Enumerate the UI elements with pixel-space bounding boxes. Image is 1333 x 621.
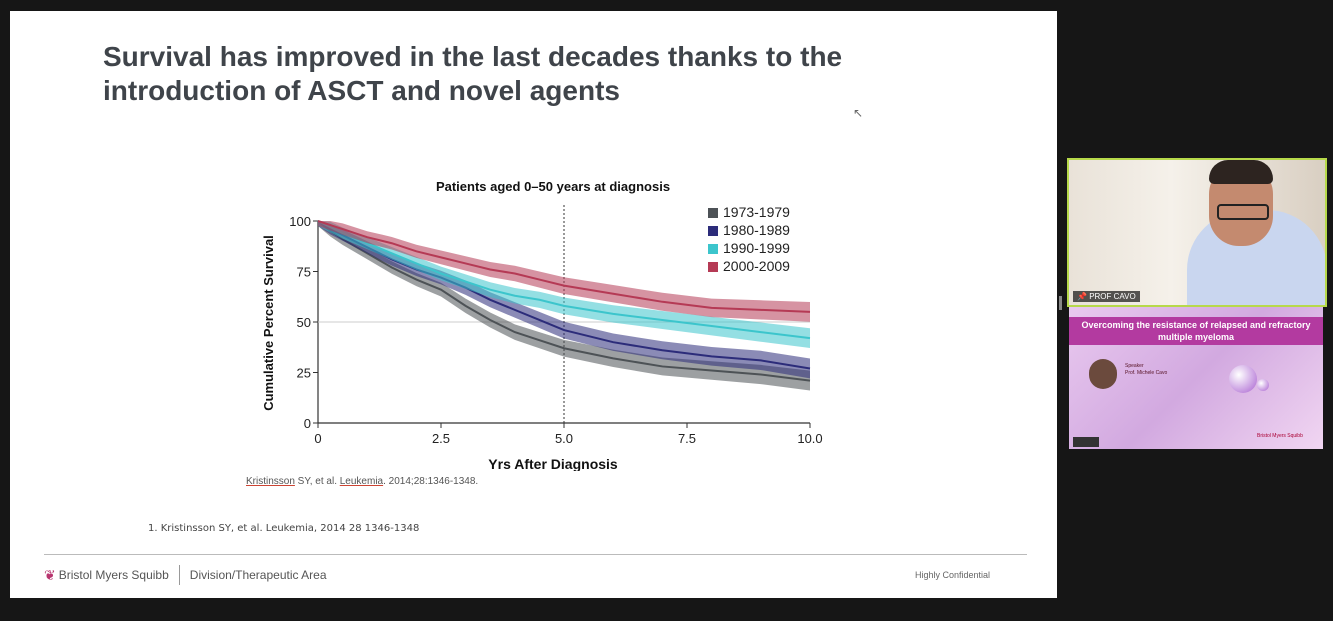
y-tick-label: 100 — [289, 214, 311, 229]
citation-journal: Leukemia — [339, 476, 384, 487]
y-tick-label: 50 — [297, 315, 311, 330]
y-tick-label: 25 — [297, 366, 311, 381]
speaker-avatar — [1089, 359, 1117, 389]
chart-title: Patients aged 0–50 years at diagnosis — [436, 179, 670, 194]
speaker-name-label: 📌 PROF CAVO — [1073, 291, 1140, 302]
speaker-role: Speaker — [1125, 363, 1144, 369]
x-axis-label: Yrs After Diagnosis — [488, 456, 618, 471]
x-tick-label: 0 — [314, 431, 321, 446]
speaker-info: Speaker Prof. Michele Cavo — [1125, 363, 1235, 377]
event-banner-tile[interactable]: Overcoming the resistance of relapsed an… — [1069, 307, 1323, 449]
x-tick-label: 2.5 — [432, 431, 450, 446]
footer-brand: ❦ Bristol Myers Squibb Division/Therapeu… — [44, 565, 327, 585]
legend-label-1980-1989: 1980-1989 — [723, 222, 790, 238]
footer-divider — [44, 554, 1027, 555]
legend-swatch-1980-1989 — [708, 226, 718, 236]
series-band-1980-1989 — [318, 221, 810, 379]
legend-swatch-1973-1979 — [708, 208, 718, 218]
x-tick-label: 10.0 — [797, 431, 822, 446]
speaker-hair — [1209, 160, 1273, 184]
citation-author: Kristinsson — [246, 476, 295, 487]
speaker-name: Prof. Michele Cavo — [1125, 370, 1168, 376]
legend-label-1973-1979: 1973-1979 — [723, 204, 790, 220]
x-tick-label: 5.0 — [555, 431, 573, 446]
tile-controls[interactable] — [1073, 437, 1099, 447]
mouse-cursor-icon: ↖ — [853, 106, 864, 120]
legend-label-1990-1999: 1990-1999 — [723, 240, 790, 256]
bms-logo-icon: ❦ — [44, 566, 56, 583]
presentation-slide: Survival has improved in the last decade… — [10, 11, 1057, 598]
footer-separator — [178, 565, 180, 585]
y-tick-label: 0 — [304, 416, 311, 431]
slide-title: Survival has improved in the last decade… — [103, 41, 843, 106]
citation-end: . 2014;28:1346-1348. — [383, 476, 479, 487]
decorative-cell-small-icon — [1257, 379, 1269, 391]
y-tick-label: 75 — [297, 265, 311, 280]
series-band-1990-1999 — [318, 221, 810, 349]
chart-series-layer — [317, 220, 811, 391]
legend-label-2000-2009: 2000-2009 — [723, 258, 790, 274]
decorative-cell-icon — [1229, 365, 1257, 393]
citation-mid: SY, et al. — [294, 476, 340, 487]
chart-citation: Kristinsson SY, et al. Leukemia. 2014;28… — [246, 476, 478, 487]
slide-footnote: 1. Kristinsson SY, et al. Leukemia, 2014… — [148, 523, 420, 534]
speaker-video-tile[interactable]: 📌 PROF CAVO — [1067, 158, 1327, 307]
legend-swatch-2000-2009 — [708, 262, 718, 272]
event-sponsor: Bristol Myers Squibb — [1257, 433, 1303, 439]
legend-swatch-1990-1999 — [708, 244, 718, 254]
panel-resize-handle[interactable] — [1059, 296, 1062, 310]
x-tick-label: 7.5 — [678, 431, 696, 446]
event-title: Overcoming the resistance of relapsed an… — [1069, 317, 1323, 345]
confidentiality-label: Highly Confidential — [915, 570, 991, 580]
series-band-2000-2009 — [318, 221, 810, 322]
speaker-glasses — [1217, 204, 1269, 220]
chart-axes: 0 2.5 5.0 7.5 10.0 0 25 50 75 100 — [289, 205, 823, 446]
survival-chart: Patients aged 0–50 years at diagnosis 0 2… — [261, 179, 823, 471]
chart-legend: 1973-1979 1980-1989 1990-1999 2000-2009 — [708, 204, 790, 274]
series-line-2000-2009 — [317, 220, 811, 313]
brand-name: Bristol Myers Squibb — [58, 568, 169, 582]
y-axis-label: Cumulative Percent Survival — [261, 235, 276, 411]
division-text: Division/Therapeutic Area — [189, 568, 327, 582]
